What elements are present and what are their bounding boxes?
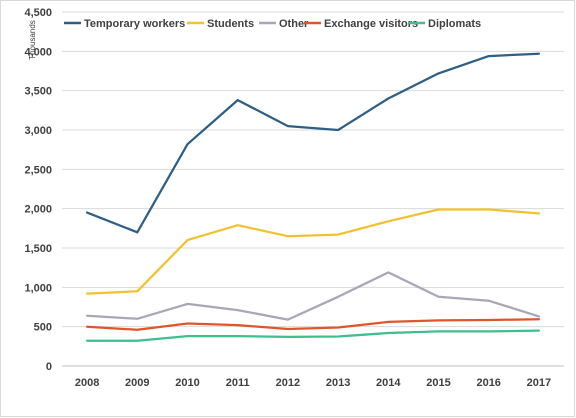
legend-label: Exchange visitors — [324, 18, 418, 30]
legend-label: Temporary workers — [84, 18, 185, 30]
x-tick-label: 2012 — [276, 377, 300, 389]
x-tick-label: 2011 — [226, 377, 250, 389]
x-axis-ticks: 2008 2009 2010 2011 2012 2013 2014 2015 2016 2017 — [75, 377, 551, 389]
x-tick-label: 2016 — [476, 377, 500, 389]
series-line — [85, 208, 541, 295]
y-tick-label: 2,000 — [24, 204, 52, 216]
legend-label: Other — [279, 18, 309, 30]
x-tick-label: 2017 — [527, 377, 551, 389]
series-line — [85, 318, 541, 331]
series-line — [85, 52, 541, 234]
y-tick-label: 3,500 — [24, 86, 52, 98]
y-tick-label: 0 — [46, 361, 52, 373]
series-line — [85, 329, 541, 342]
y-axis-ticks: 0 500 1,000 1,500 2,000 2,500 3,000 3,500 4,000 4… — [24, 7, 52, 373]
series-line — [85, 271, 541, 321]
y-tick-label: 500 — [34, 322, 52, 334]
x-tick-label: 2015 — [426, 377, 450, 389]
y-axis-title: Thousands — [28, 20, 37, 60]
legend-label: Students — [207, 18, 254, 30]
y-tick-label: 2,500 — [24, 164, 52, 176]
x-tick-label: 2010 — [175, 377, 199, 389]
x-tick-label: 2008 — [75, 377, 99, 389]
y-tick-label: 4,000 — [24, 46, 52, 58]
y-tick-label: 4,500 — [24, 7, 52, 19]
series-lines — [85, 52, 541, 342]
y-tick-label: 3,000 — [24, 125, 52, 137]
y-tick-label: 1,000 — [24, 282, 52, 294]
y-tick-label: 1,500 — [24, 243, 52, 255]
x-tick-label: 2009 — [125, 377, 149, 389]
legend-label: Diplomats — [428, 18, 481, 30]
x-tick-label: 2014 — [376, 377, 401, 389]
gridlines — [62, 11, 564, 367]
x-tick-label: 2013 — [326, 377, 350, 389]
legend: Temporary workers Students Other Exchange v… — [64, 18, 481, 30]
